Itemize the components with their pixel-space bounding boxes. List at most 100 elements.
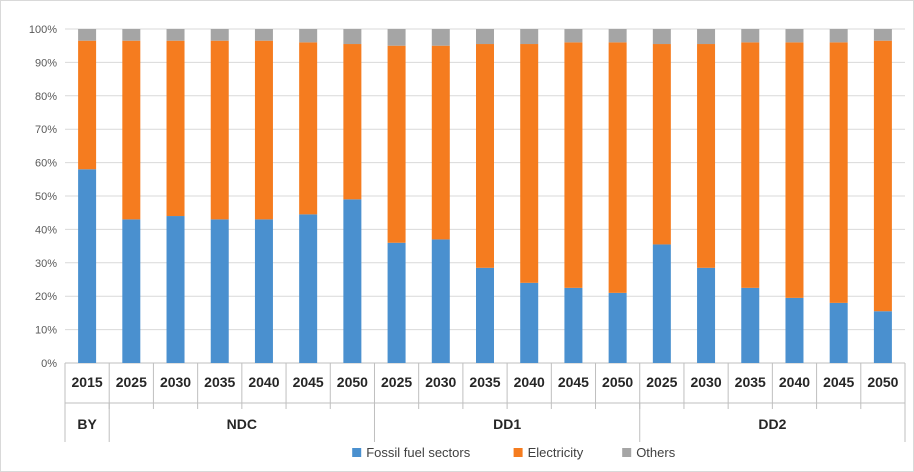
bar-others <box>299 29 318 43</box>
legend-item: Others <box>622 445 676 460</box>
legend-label: Electricity <box>528 445 584 460</box>
bar-fossil-fuel-sectors <box>343 199 362 363</box>
bar-electricity <box>122 40 141 220</box>
x-tick-label: 2025 <box>381 374 412 390</box>
x-tick-label: 2040 <box>248 374 279 390</box>
x-tick-label: 2035 <box>204 374 235 390</box>
bar-electricity <box>785 42 804 298</box>
bar-electricity <box>210 40 229 220</box>
bar-fossil-fuel-sectors <box>564 287 583 363</box>
bar-fossil-fuel-sectors <box>476 267 494 363</box>
legend-swatch <box>513 448 523 457</box>
bar-electricity <box>476 44 494 268</box>
y-tick-label: 90% <box>35 57 57 69</box>
bar-others <box>431 29 450 46</box>
x-tick-label: 2050 <box>867 374 898 390</box>
bar-fossil-fuel-sectors <box>387 242 406 363</box>
bar-others <box>697 29 716 45</box>
bar-others <box>122 29 141 41</box>
bar-electricity <box>652 44 671 245</box>
bar-fossil-fuel-sectors <box>520 282 539 363</box>
x-tick-label: 2040 <box>514 374 545 390</box>
bar-electricity <box>608 42 627 293</box>
y-tick-label: 30% <box>35 258 57 270</box>
bar-others <box>166 29 185 41</box>
bar-others <box>829 29 848 43</box>
bar-electricity <box>829 42 848 303</box>
bar-fossil-fuel-sectors <box>431 239 450 363</box>
legend-item: Electricity <box>513 445 584 460</box>
x-tick-label: 2050 <box>337 374 368 390</box>
bar-others <box>520 29 539 45</box>
bar-others <box>608 29 627 43</box>
bar-electricity <box>166 40 185 217</box>
bar-fossil-fuel-sectors <box>210 219 229 363</box>
x-tick-label: 2025 <box>646 374 677 390</box>
bar-others <box>476 29 494 45</box>
bar-fossil-fuel-sectors <box>697 267 716 363</box>
bar-electricity <box>520 44 539 283</box>
bar-fossil-fuel-sectors <box>873 311 892 363</box>
bar-others <box>873 29 892 41</box>
bar-fossil-fuel-sectors <box>741 287 760 363</box>
bar-electricity <box>741 42 760 288</box>
legend-swatch <box>622 448 632 457</box>
x-tick-label: 2040 <box>779 374 810 390</box>
bar-others <box>564 29 583 43</box>
bar-others <box>210 29 229 41</box>
bar-fossil-fuel-sectors <box>829 302 848 363</box>
legend-item: Fossil fuel sectors <box>352 445 471 460</box>
bar-electricity <box>564 42 583 288</box>
x-tick-label: 2030 <box>425 374 456 390</box>
group-label: DD2 <box>758 416 786 432</box>
y-tick-label: 0% <box>41 358 57 370</box>
bar-fossil-fuel-sectors <box>652 244 671 363</box>
group-label: NDC <box>227 416 257 432</box>
x-tick-label: 2015 <box>72 374 103 390</box>
y-tick-label: 60% <box>35 158 57 170</box>
bar-others <box>254 29 273 41</box>
y-tick-label: 50% <box>35 191 57 203</box>
bar-fossil-fuel-sectors <box>166 216 185 363</box>
x-tick-label: 2050 <box>602 374 633 390</box>
x-tick-label: 2045 <box>558 374 589 390</box>
bar-electricity <box>343 44 362 200</box>
legend-label: Others <box>636 445 676 460</box>
bar-fossil-fuel-sectors <box>785 297 804 363</box>
y-tick-label: 100% <box>29 24 57 36</box>
bar-others <box>387 29 406 46</box>
x-tick-label: 2045 <box>293 374 324 390</box>
y-tick-label: 40% <box>35 224 57 236</box>
y-tick-label: 70% <box>35 124 57 136</box>
y-tick-label: 20% <box>35 291 57 303</box>
group-label: DD1 <box>493 416 521 432</box>
y-tick-label: 10% <box>35 325 57 337</box>
bar-others <box>343 29 362 45</box>
x-tick-label: 2025 <box>116 374 147 390</box>
bar-others <box>78 29 97 41</box>
y-tick-label: 80% <box>35 91 57 103</box>
bar-electricity <box>78 40 97 170</box>
bar-electricity <box>299 42 318 215</box>
bar-fossil-fuel-sectors <box>122 219 141 363</box>
legend-swatch <box>352 448 362 457</box>
x-tick-label: 2035 <box>735 374 766 390</box>
bar-fossil-fuel-sectors <box>254 219 273 363</box>
bar-fossil-fuel-sectors <box>78 169 97 363</box>
x-tick-label: 2030 <box>160 374 191 390</box>
x-tick-label: 2035 <box>469 374 500 390</box>
bar-others <box>785 29 804 43</box>
bar-electricity <box>254 40 273 220</box>
bar-electricity <box>387 45 406 243</box>
bar-others <box>741 29 760 43</box>
x-tick-label: 2045 <box>823 374 854 390</box>
bar-fossil-fuel-sectors <box>299 214 318 363</box>
legend-label: Fossil fuel sectors <box>366 445 471 460</box>
bar-others <box>652 29 671 45</box>
group-label: BY <box>77 416 97 432</box>
bar-fossil-fuel-sectors <box>608 292 627 363</box>
bar-electricity <box>697 44 716 268</box>
bar-electricity <box>873 40 892 312</box>
